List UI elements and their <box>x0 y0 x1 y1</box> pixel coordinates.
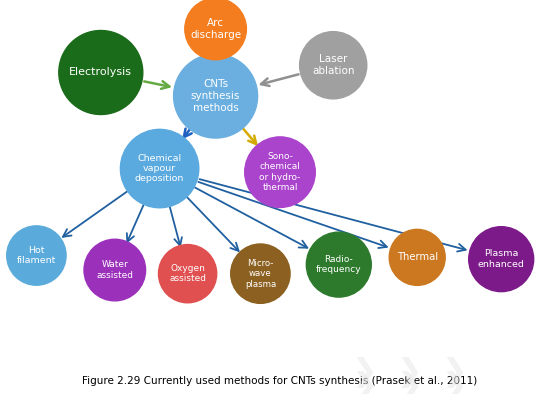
Text: Electrolysis: Electrolysis <box>69 67 132 78</box>
Ellipse shape <box>231 244 290 303</box>
Text: Arc
discharge: Arc discharge <box>190 18 241 40</box>
Text: Chemical
vapour
deposition: Chemical vapour deposition <box>135 154 184 184</box>
Text: Hot
filament: Hot filament <box>17 246 56 265</box>
Text: Oxygen
assisted: Oxygen assisted <box>169 264 206 283</box>
Ellipse shape <box>469 227 534 292</box>
Ellipse shape <box>185 0 246 60</box>
Ellipse shape <box>306 232 371 297</box>
Ellipse shape <box>7 226 66 285</box>
Ellipse shape <box>174 54 258 138</box>
Text: Plasma
enhanced: Plasma enhanced <box>478 249 525 269</box>
Text: ❯: ❯ <box>396 357 422 388</box>
Ellipse shape <box>300 32 367 99</box>
Text: ❯: ❯ <box>441 371 466 394</box>
Text: Micro-
wave
plasma: Micro- wave plasma <box>245 259 276 288</box>
Ellipse shape <box>158 245 217 303</box>
Ellipse shape <box>59 30 143 115</box>
Text: ❯: ❯ <box>441 357 466 388</box>
Text: Thermal: Thermal <box>396 253 438 262</box>
Ellipse shape <box>245 137 315 208</box>
Text: CNTs
synthesis
methods: CNTs synthesis methods <box>191 80 240 113</box>
Ellipse shape <box>84 239 146 301</box>
Text: ❯: ❯ <box>351 357 377 388</box>
Text: ❯: ❯ <box>396 371 422 394</box>
Text: Sono-
chemical
or hydro-
thermal: Sono- chemical or hydro- thermal <box>259 152 301 192</box>
Ellipse shape <box>120 129 199 208</box>
Text: Figure 2.29 Currently used methods for CNTs synthesis (Prasek et al., 2011): Figure 2.29 Currently used methods for C… <box>82 376 478 386</box>
Text: Radio-
frequency: Radio- frequency <box>316 255 362 274</box>
Text: Water
assisted: Water assisted <box>96 260 133 280</box>
Text: ❯: ❯ <box>351 371 377 394</box>
Ellipse shape <box>389 229 445 285</box>
Text: Laser
ablation: Laser ablation <box>312 54 354 76</box>
